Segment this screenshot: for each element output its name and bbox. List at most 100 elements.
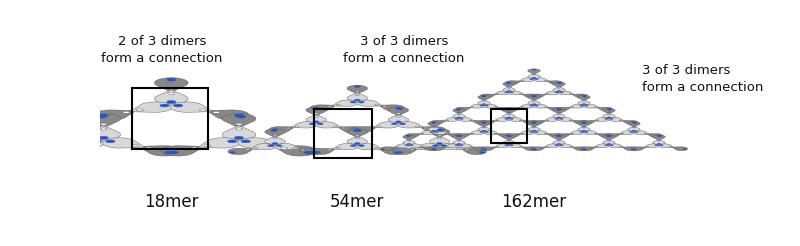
Polygon shape (162, 146, 204, 156)
Circle shape (97, 115, 106, 118)
Polygon shape (274, 143, 301, 150)
Circle shape (458, 135, 461, 136)
Circle shape (458, 109, 461, 110)
Circle shape (491, 94, 494, 95)
Circle shape (460, 145, 463, 146)
Circle shape (482, 127, 486, 128)
Circle shape (354, 129, 360, 131)
Circle shape (632, 122, 636, 123)
Circle shape (395, 121, 402, 123)
Circle shape (499, 134, 502, 135)
Polygon shape (480, 147, 496, 151)
Circle shape (554, 92, 558, 93)
Circle shape (482, 122, 485, 123)
Circle shape (674, 147, 677, 148)
Polygon shape (388, 107, 409, 116)
Polygon shape (572, 121, 588, 124)
Circle shape (532, 104, 536, 105)
Circle shape (532, 130, 536, 131)
Circle shape (531, 96, 535, 97)
Circle shape (237, 115, 246, 118)
Circle shape (494, 133, 497, 134)
Circle shape (560, 118, 563, 119)
Polygon shape (558, 91, 574, 95)
Polygon shape (502, 113, 515, 118)
Circle shape (350, 101, 356, 103)
Circle shape (410, 149, 414, 150)
Circle shape (519, 146, 522, 147)
Polygon shape (530, 121, 546, 124)
Circle shape (458, 140, 460, 141)
Circle shape (506, 83, 510, 84)
Circle shape (557, 109, 560, 110)
Circle shape (485, 131, 488, 133)
Polygon shape (547, 81, 562, 85)
Circle shape (570, 93, 572, 94)
Circle shape (554, 145, 558, 146)
Polygon shape (509, 144, 525, 148)
Polygon shape (428, 122, 440, 127)
Circle shape (530, 79, 534, 80)
Polygon shape (434, 131, 450, 135)
Polygon shape (569, 131, 584, 135)
Circle shape (582, 127, 586, 128)
Polygon shape (310, 105, 336, 111)
Polygon shape (154, 78, 188, 92)
Circle shape (532, 77, 536, 78)
Circle shape (204, 145, 211, 147)
Circle shape (570, 146, 572, 147)
Text: 54mer: 54mer (330, 193, 385, 211)
Polygon shape (428, 126, 440, 131)
Polygon shape (458, 144, 474, 148)
Polygon shape (502, 139, 515, 145)
Circle shape (508, 138, 510, 139)
Polygon shape (315, 122, 342, 128)
Circle shape (582, 122, 586, 123)
Polygon shape (494, 144, 510, 148)
Polygon shape (472, 121, 488, 124)
Polygon shape (618, 131, 634, 135)
Circle shape (407, 135, 410, 136)
Polygon shape (228, 148, 254, 154)
Polygon shape (658, 144, 674, 148)
Circle shape (457, 136, 460, 137)
Circle shape (268, 145, 274, 147)
Polygon shape (357, 100, 382, 106)
Circle shape (482, 96, 485, 97)
Circle shape (583, 96, 586, 97)
Circle shape (585, 105, 588, 106)
Circle shape (470, 120, 472, 121)
Circle shape (99, 114, 108, 117)
Circle shape (355, 138, 359, 139)
Circle shape (358, 145, 364, 147)
Circle shape (438, 130, 444, 132)
Polygon shape (553, 135, 566, 140)
Circle shape (571, 107, 574, 108)
Polygon shape (347, 85, 367, 94)
Polygon shape (522, 147, 538, 151)
Circle shape (276, 145, 282, 147)
Polygon shape (647, 134, 662, 138)
Circle shape (166, 101, 176, 103)
Circle shape (432, 122, 436, 123)
Circle shape (271, 130, 277, 132)
Circle shape (314, 107, 319, 109)
Circle shape (533, 96, 537, 97)
Polygon shape (430, 136, 450, 145)
Polygon shape (528, 95, 540, 101)
Polygon shape (102, 138, 146, 148)
Circle shape (433, 127, 435, 128)
Circle shape (583, 149, 586, 150)
Circle shape (267, 145, 274, 147)
Circle shape (524, 147, 527, 148)
Circle shape (531, 149, 535, 150)
Polygon shape (547, 107, 562, 111)
Polygon shape (418, 131, 434, 135)
Polygon shape (430, 121, 446, 124)
Circle shape (631, 149, 635, 150)
Polygon shape (530, 147, 546, 151)
Polygon shape (388, 114, 409, 123)
Circle shape (607, 143, 610, 144)
Polygon shape (94, 110, 136, 120)
Circle shape (582, 104, 586, 105)
